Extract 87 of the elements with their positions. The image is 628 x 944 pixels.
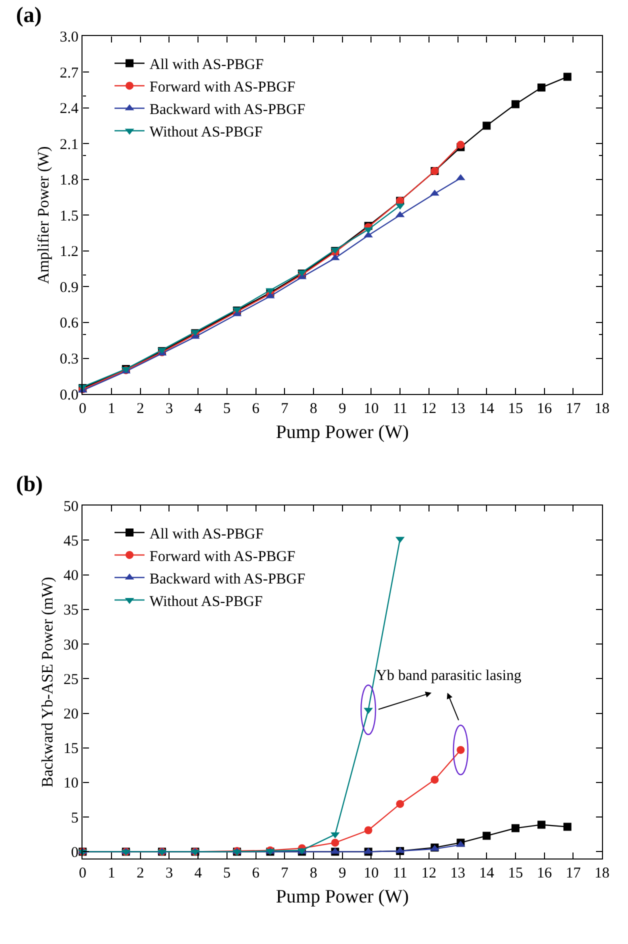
x-tick-label: 18 (594, 401, 610, 418)
point (331, 838, 340, 847)
x-tick-label: 7 (280, 401, 289, 418)
x-tick-label: 15 (508, 866, 523, 882)
x-tick-label: 14 (479, 866, 495, 882)
x-tick-label: 16 (536, 866, 552, 882)
y-tick-label: 0.6 (60, 316, 80, 332)
x-tick-label: 4 (194, 401, 202, 418)
x-tick-label: 5 (223, 866, 231, 882)
x-tick-label: 9 (338, 866, 346, 882)
x-tick-label: 13 (450, 401, 466, 418)
x-tick-label: 17 (566, 866, 582, 882)
x-tick-label: 10 (364, 866, 379, 882)
x-axis-title: Pump Power (W) (276, 886, 409, 908)
legend-label: Without AS-PBGF (150, 594, 263, 610)
y-tick-label: 50 (64, 498, 79, 515)
y-tick-label: 2.1 (60, 136, 79, 153)
y-tick-label: 25 (64, 672, 79, 688)
y-tick-label: 15 (64, 741, 79, 758)
y-tick-label: 10 (64, 776, 79, 792)
x-tick-label: 10 (364, 401, 379, 418)
point (364, 826, 372, 834)
x-tick-label: 2 (136, 401, 144, 418)
y-axis-title: Backward Yb-ASE Power (mW) (39, 576, 56, 788)
y-tick-label: 0.9 (60, 280, 79, 296)
x-tick-label: 17 (566, 401, 582, 418)
x-tick-label: 6 (252, 866, 260, 882)
legend-label: Forward with AS-PBGF (150, 80, 296, 96)
x-tick-label: 16 (536, 401, 552, 418)
y-tick-label: 2.4 (60, 101, 80, 118)
x-tick-label: 1 (108, 401, 116, 418)
y-axis-title: Amplifier Power (W) (36, 146, 53, 284)
point (482, 122, 491, 130)
legend-label: Forward with AS-PBGF (150, 548, 296, 565)
x-tick-label: 3 (165, 866, 173, 882)
point (430, 776, 439, 784)
x-tick-label: 14 (479, 401, 495, 418)
point (511, 100, 520, 108)
point (396, 800, 404, 808)
x-tick-label: 11 (392, 401, 408, 418)
x-tick-label: 12 (421, 401, 436, 418)
x-tick-label: 7 (280, 866, 289, 882)
y-tick-label: 3.0 (60, 29, 79, 46)
y-tick-label: 1.8 (60, 172, 79, 189)
annotation: Yb band parasitic lasing (376, 668, 522, 684)
legend-label: Backward with AS-PBGF (150, 102, 306, 118)
x-tick-label: 5 (223, 401, 231, 418)
point (511, 824, 520, 832)
y-tick-label: 2.7 (60, 65, 80, 82)
y-tick-label: 30 (64, 637, 79, 654)
y-tick-label: 0.3 (60, 352, 79, 368)
y-tick-label: 0 (71, 844, 79, 861)
y-tick-label: 1.2 (60, 244, 79, 260)
point (456, 140, 465, 149)
x-tick-label: 18 (594, 866, 610, 882)
x-tick-label: 6 (252, 401, 260, 418)
x-tick-label: 12 (421, 866, 436, 882)
x-tick-label: 3 (165, 401, 173, 418)
chart-title: (a) (16, 2, 42, 27)
legend-label: All with AS-PBGF (150, 526, 264, 542)
x-tick-label: 11 (392, 866, 408, 882)
point (537, 820, 546, 829)
y-tick-label: 35 (64, 602, 79, 619)
y-tick-label: 20 (64, 706, 79, 723)
point (563, 72, 572, 81)
point (537, 84, 546, 92)
x-tick-label: 2 (136, 866, 144, 882)
point (482, 832, 491, 840)
y-tick-label: 5 (71, 810, 79, 826)
y-tick-label: 40 (64, 568, 79, 584)
chart-title: (b) (16, 471, 43, 496)
point (563, 822, 572, 831)
legend-label: All with AS-PBGF (150, 57, 264, 74)
x-tick-label: 15 (508, 401, 523, 418)
x-tick-label: 8 (310, 401, 318, 418)
x-axis-title: Pump Power (W) (276, 422, 409, 443)
legend-label: Backward with AS-PBGF (150, 571, 306, 588)
y-tick-label: 1.5 (60, 208, 79, 224)
legend-label: Without AS-PBGF (150, 124, 263, 141)
x-tick-label: 9 (338, 401, 346, 418)
y-tick-label: 45 (64, 533, 79, 550)
point (456, 746, 465, 754)
x-tick-label: 8 (310, 866, 318, 882)
x-tick-label: 4 (194, 866, 202, 882)
x-tick-label: 13 (450, 866, 466, 882)
y-tick-label: 0.0 (60, 387, 79, 404)
x-tick-label: 1 (108, 866, 116, 882)
